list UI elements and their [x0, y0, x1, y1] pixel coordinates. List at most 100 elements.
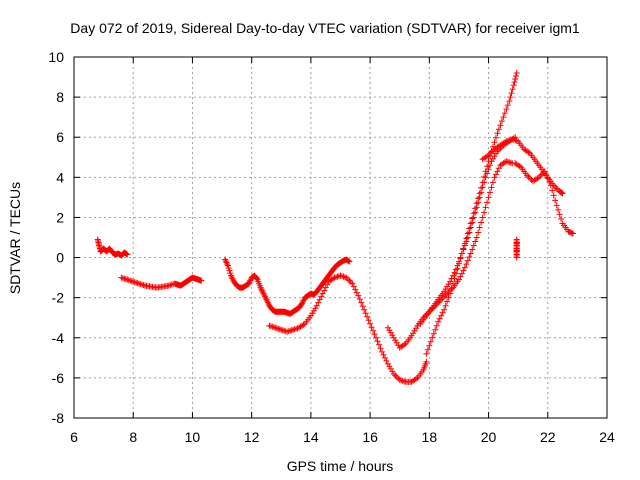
data-point — [473, 234, 480, 241]
data-point — [558, 189, 565, 196]
data-point — [472, 238, 479, 245]
data-point — [492, 134, 499, 141]
data-point — [227, 270, 234, 277]
data-point — [442, 286, 449, 293]
data-point — [491, 139, 498, 146]
data-point — [478, 219, 485, 226]
data-point — [423, 358, 430, 365]
data-point — [485, 166, 492, 173]
data-point — [448, 285, 455, 292]
series-s10 — [513, 236, 520, 261]
data-point — [225, 265, 232, 272]
data-point — [510, 82, 517, 89]
data-point — [501, 110, 508, 117]
data-point — [318, 293, 325, 300]
data-point — [123, 251, 130, 258]
data-point — [383, 357, 390, 364]
data-point — [479, 214, 486, 221]
data-point — [467, 224, 474, 231]
data-point — [472, 209, 479, 216]
data-point — [384, 324, 391, 331]
data-point — [432, 326, 439, 333]
data-point — [470, 242, 477, 249]
data-marks — [94, 70, 576, 385]
data-point — [455, 258, 462, 265]
data-point — [226, 267, 233, 274]
data-point — [476, 194, 483, 201]
data-point — [368, 324, 375, 331]
data-point — [130, 278, 137, 285]
data-point — [512, 73, 519, 80]
data-point — [411, 327, 418, 334]
data-point — [322, 284, 329, 291]
data-point — [450, 272, 457, 279]
data-point — [340, 273, 347, 280]
data-point — [392, 372, 399, 379]
data-point — [309, 310, 316, 317]
y-tick-label: 4 — [56, 169, 64, 185]
data-point — [389, 332, 396, 339]
data-point — [367, 320, 374, 327]
data-point — [466, 254, 473, 261]
x-axis-label: GPS time / hours — [287, 458, 394, 474]
data-point — [392, 337, 399, 344]
data-point — [136, 280, 143, 287]
data-point — [503, 106, 510, 113]
data-point — [399, 377, 406, 384]
data-point — [365, 317, 372, 324]
data-point — [140, 282, 147, 289]
data-point — [544, 175, 551, 182]
data-point — [408, 332, 415, 339]
data-point — [478, 189, 485, 196]
data-point — [452, 266, 459, 273]
data-point — [393, 339, 400, 346]
data-point — [386, 327, 393, 334]
data-point — [312, 305, 319, 312]
data-point — [168, 281, 175, 288]
data-point — [279, 327, 286, 334]
data-point — [284, 328, 291, 335]
data-point — [558, 215, 565, 222]
data-point — [398, 377, 405, 384]
data-point — [458, 270, 465, 277]
data-point — [131, 279, 138, 286]
data-point — [463, 238, 470, 245]
data-point — [513, 70, 520, 77]
data-point — [553, 202, 560, 209]
data-point — [497, 122, 504, 129]
data-point — [484, 199, 491, 206]
data-point — [269, 323, 276, 330]
data-point — [550, 192, 557, 199]
data-point — [481, 179, 488, 186]
data-point — [481, 209, 488, 216]
data-point — [375, 341, 382, 348]
data-point — [290, 326, 297, 333]
data-point — [401, 378, 408, 385]
data-point — [538, 171, 545, 178]
data-point — [427, 338, 434, 345]
data-point — [506, 159, 513, 166]
y-tick-label: -6 — [52, 370, 65, 386]
y-tick-label: -8 — [52, 410, 65, 426]
data-point — [338, 273, 345, 280]
data-point — [463, 261, 470, 268]
data-point — [506, 137, 513, 144]
data-point — [541, 168, 548, 175]
data-point — [281, 327, 288, 334]
data-point — [494, 168, 501, 175]
x-tick-label: 12 — [244, 429, 260, 445]
data-point — [373, 334, 380, 341]
data-point — [510, 136, 517, 143]
data-point — [396, 376, 403, 383]
data-point — [359, 303, 366, 310]
data-point — [444, 298, 451, 305]
data-point — [482, 204, 489, 211]
data-point — [349, 280, 356, 287]
data-point — [344, 257, 351, 264]
data-point — [509, 136, 516, 143]
data-point — [223, 259, 230, 266]
data-point — [276, 326, 283, 333]
data-point — [506, 98, 513, 105]
data-point — [445, 294, 452, 301]
series-s1 — [94, 236, 131, 259]
